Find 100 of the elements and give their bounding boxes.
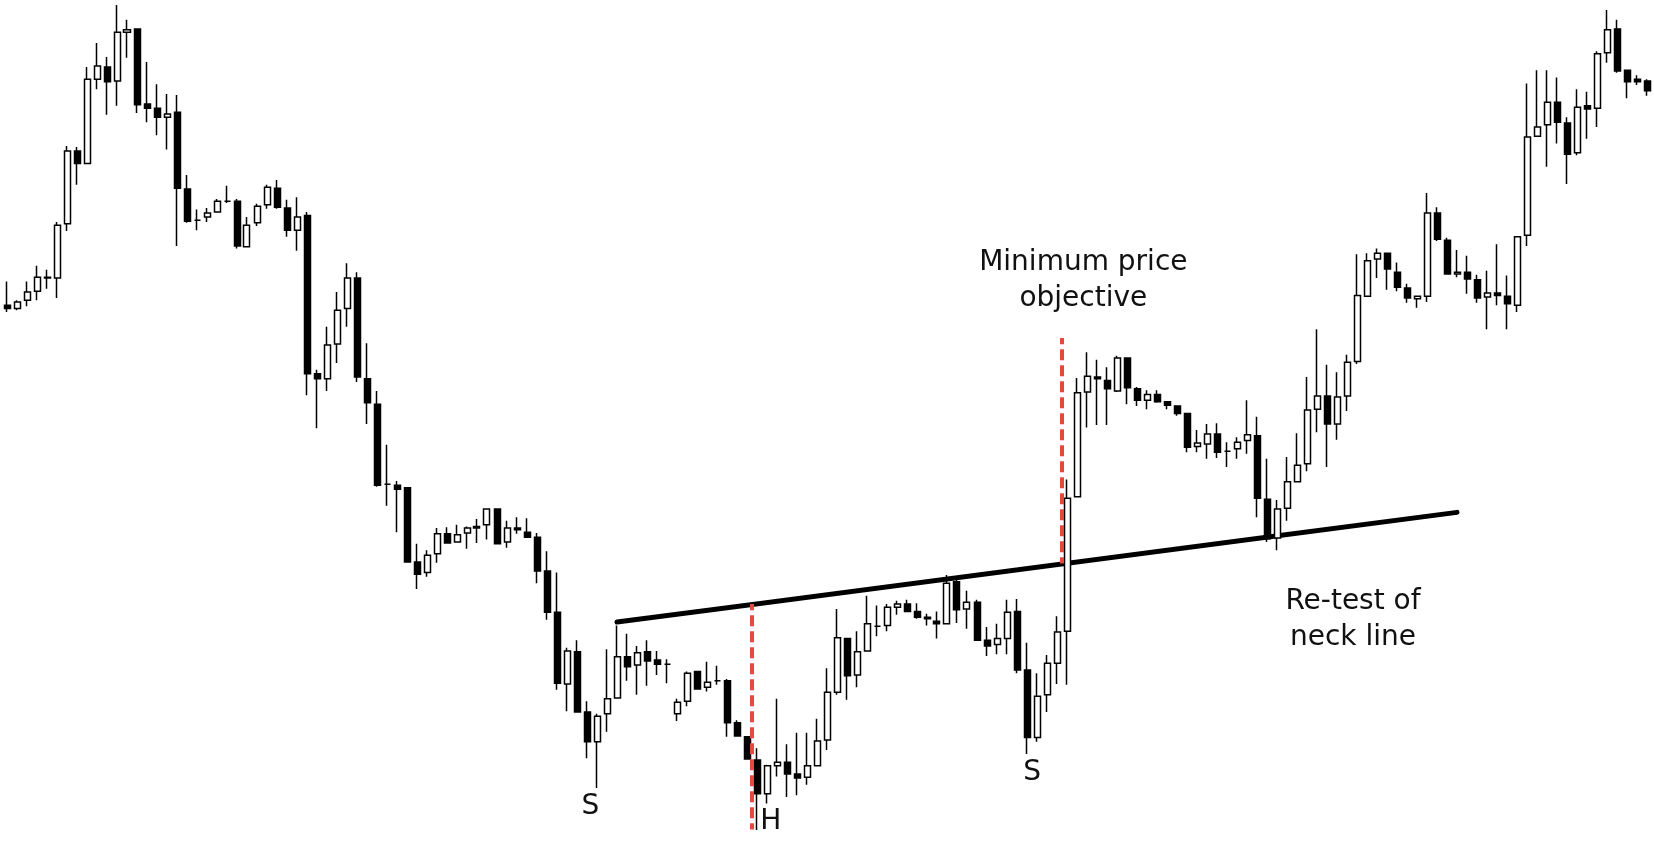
candlestick xyxy=(1583,90,1592,140)
candlestick xyxy=(133,28,142,114)
candlestick xyxy=(333,291,342,364)
candlestick xyxy=(163,93,172,151)
candlestick xyxy=(683,670,692,707)
candlestick xyxy=(983,626,992,657)
candlestick xyxy=(193,208,202,231)
candlestick xyxy=(1043,654,1052,713)
candlestick xyxy=(643,639,652,687)
candlestick xyxy=(693,670,702,690)
candlestick xyxy=(1343,354,1352,412)
candlestick xyxy=(453,524,462,543)
candlestick xyxy=(1123,357,1132,406)
candlestick xyxy=(253,203,262,227)
candlestick xyxy=(283,198,292,238)
candlestick xyxy=(1423,192,1432,303)
candlestick xyxy=(403,486,412,564)
candlestick xyxy=(213,198,222,213)
annotation: Re-test of neck line xyxy=(1284,581,1422,654)
candlestick xyxy=(1573,88,1582,156)
candlestick xyxy=(843,637,852,701)
candlestick xyxy=(13,299,22,311)
candlestick xyxy=(1283,456,1292,522)
candlestick xyxy=(1003,599,1012,656)
candlestick xyxy=(242,216,251,248)
candlestick xyxy=(293,196,302,252)
candlestick xyxy=(1413,294,1422,309)
candlestick xyxy=(823,667,832,751)
candlestick xyxy=(1103,366,1112,426)
candlestick xyxy=(173,94,182,247)
candlestick xyxy=(343,262,352,328)
candlestick xyxy=(1073,377,1082,498)
candlestick xyxy=(1173,405,1182,417)
candlestick xyxy=(443,526,452,544)
candlestick xyxy=(723,678,732,738)
candlestick xyxy=(1313,328,1322,434)
candlestick xyxy=(203,207,212,223)
candlestick xyxy=(273,179,282,210)
candlestick xyxy=(1393,261,1402,293)
candlestick xyxy=(83,66,92,165)
candlestick xyxy=(783,743,792,798)
candlestick xyxy=(1013,598,1022,674)
candlestick xyxy=(863,594,872,652)
candlestick xyxy=(1113,354,1122,393)
candlestick xyxy=(103,56,112,116)
candlestick xyxy=(593,712,602,789)
candlestick xyxy=(1363,252,1372,297)
candlestick xyxy=(1433,206,1442,242)
candlestick xyxy=(1353,253,1362,365)
candlestick xyxy=(1533,69,1542,138)
candlestick xyxy=(1593,50,1602,128)
candlestick xyxy=(33,264,42,302)
candlestick xyxy=(703,660,712,693)
candlestick xyxy=(583,700,592,759)
candlestick xyxy=(1253,415,1262,519)
annotation: Minimum price objective xyxy=(978,242,1189,315)
candlestick xyxy=(1473,274,1482,304)
candlestick xyxy=(1053,615,1062,685)
candlestick xyxy=(873,604,882,637)
annotation: S xyxy=(580,787,601,824)
candlestick xyxy=(323,326,332,392)
candlestick xyxy=(733,719,742,737)
candlestick xyxy=(932,610,941,640)
candlestick xyxy=(973,599,982,641)
candlestick xyxy=(1233,436,1242,460)
candlestick xyxy=(1453,249,1462,278)
candlestick xyxy=(53,221,62,299)
candlestick xyxy=(1213,422,1222,459)
candlestick xyxy=(1543,69,1552,168)
candlestick xyxy=(143,61,152,123)
candlestick xyxy=(883,603,892,632)
candlestick xyxy=(1403,283,1412,304)
candlestick xyxy=(663,658,672,684)
candlestick xyxy=(533,532,542,585)
candlestick xyxy=(553,571,562,691)
candlestick xyxy=(633,645,642,696)
candlestick xyxy=(903,599,912,613)
candlestick xyxy=(1223,441,1232,468)
candlestick xyxy=(653,650,662,676)
candlestick xyxy=(813,717,822,767)
candlestick xyxy=(1293,432,1302,483)
candlestick xyxy=(1093,359,1102,426)
candlestick xyxy=(623,632,632,682)
candlestick xyxy=(913,602,922,620)
candlestick xyxy=(183,174,192,224)
candlestick xyxy=(713,665,722,686)
candlestick xyxy=(472,518,481,544)
candlestick xyxy=(23,280,32,307)
candlestick xyxy=(73,146,82,186)
candlestick xyxy=(393,480,402,533)
candlestick xyxy=(513,516,522,535)
candlestick xyxy=(1143,389,1152,410)
candlestick xyxy=(153,83,162,137)
candlestick xyxy=(1373,247,1382,279)
candlestick xyxy=(1563,116,1572,185)
candlestick xyxy=(1383,252,1392,291)
candlestick xyxy=(773,698,782,778)
candlestick xyxy=(1083,351,1092,429)
candlestick xyxy=(1243,399,1252,455)
candlestick xyxy=(833,608,842,696)
